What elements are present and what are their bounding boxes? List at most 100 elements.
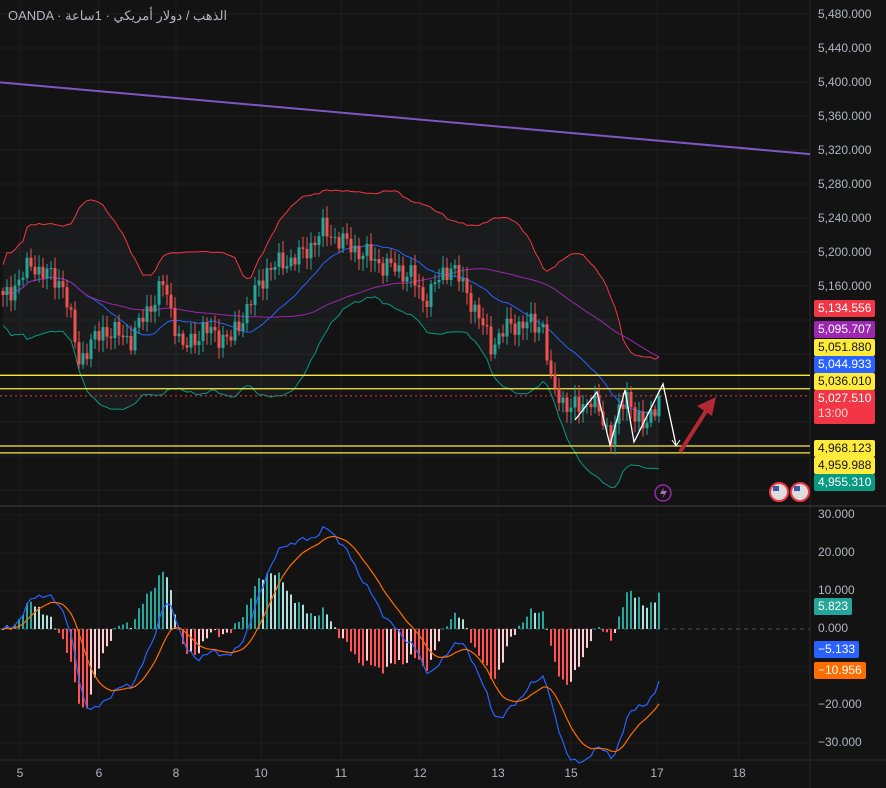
candle-body — [325, 217, 329, 237]
candle-body — [509, 318, 513, 324]
histogram-bar — [262, 579, 264, 629]
price-axis-label: 5,320.000 — [818, 143, 872, 157]
histogram-bar — [202, 629, 204, 642]
time-axis-label: 5 — [16, 766, 24, 780]
chart-title: OANDA · الذهب / دولار أمريكي · 1ساعة — [8, 8, 228, 23]
candle-body — [529, 313, 533, 323]
histogram-bar — [538, 612, 540, 629]
signal-line — [2, 535, 660, 753]
histogram-bar — [558, 629, 560, 677]
histogram-bar — [338, 629, 340, 639]
candle-body — [453, 264, 457, 269]
candle-body — [209, 326, 213, 334]
histogram-bar — [602, 629, 604, 632]
flag-canton — [794, 486, 800, 491]
candle-body — [297, 247, 301, 265]
histogram-bar — [174, 614, 176, 629]
candle-body — [333, 237, 337, 239]
candle-body — [237, 321, 241, 331]
histogram-bar — [26, 603, 28, 629]
candle-body — [173, 308, 177, 337]
candle-body — [337, 237, 341, 249]
down-arrow-icon — [671, 439, 681, 447]
candle-body — [473, 304, 477, 312]
candle-body — [561, 397, 565, 403]
time-axis-label: 18 — [732, 766, 746, 780]
candle-body — [293, 257, 297, 265]
candle-body — [249, 304, 253, 306]
candle-body — [169, 294, 173, 309]
candle-body — [193, 333, 197, 346]
candle-body — [357, 245, 361, 260]
histogram-bar — [206, 629, 208, 639]
macd-line — [2, 525, 660, 764]
histogram-bar — [106, 629, 108, 647]
histogram-bar — [542, 611, 544, 629]
histogram-bar — [278, 572, 280, 629]
histogram-bar — [450, 619, 452, 629]
histogram-bar — [526, 616, 528, 629]
histogram-bar — [594, 628, 596, 630]
candle-body — [477, 304, 481, 319]
time-axis-label: 11 — [334, 766, 348, 780]
candle-body — [225, 334, 229, 337]
histogram-bar — [54, 628, 56, 630]
candle-body — [641, 411, 645, 429]
histogram-bar — [494, 629, 496, 679]
lightning-glyph — [660, 487, 667, 499]
price-label: 5,036.010 — [814, 373, 876, 390]
candle-body — [433, 282, 437, 284]
candle-body — [469, 293, 473, 312]
macd-value-label: −5.133 — [814, 641, 860, 658]
histogram-bar — [10, 629, 12, 630]
candle-body — [217, 330, 221, 348]
candle-body — [381, 263, 385, 276]
histogram-bar — [414, 629, 416, 659]
candle-body — [441, 267, 445, 280]
histogram-bar — [294, 603, 296, 629]
histogram-bar — [442, 628, 444, 630]
flag-canton — [773, 486, 779, 491]
candle-body — [545, 324, 549, 361]
candle-body — [197, 341, 201, 346]
histogram-bar — [510, 629, 512, 637]
histogram-bar — [626, 592, 628, 629]
up-arrow-shaft — [678, 406, 710, 454]
histogram-bar — [470, 629, 472, 643]
histogram-bar — [630, 590, 632, 629]
us-flag-icon — [790, 482, 810, 502]
price-axis-label: 5,480.000 — [818, 7, 872, 21]
candle-body — [525, 322, 529, 329]
histogram-bar — [22, 615, 24, 629]
candle-body — [273, 266, 277, 270]
candle-body — [341, 233, 345, 249]
histogram-bar — [518, 625, 520, 629]
candle-body — [245, 304, 249, 324]
macd-axis-label: 30.000 — [818, 507, 855, 521]
candle-body — [577, 396, 581, 412]
time-axis-label: 15 — [564, 766, 578, 780]
candle-body — [17, 279, 21, 286]
candle-body — [553, 374, 557, 389]
histogram-bar — [2, 629, 4, 630]
candle-body — [397, 265, 401, 272]
histogram-bar — [430, 629, 432, 660]
candle-body — [461, 278, 465, 282]
histogram-bar — [110, 629, 112, 641]
candle-body — [501, 333, 505, 337]
histogram-bar — [522, 622, 524, 629]
candle-body — [81, 353, 85, 365]
histogram-bar — [366, 629, 368, 661]
candle-body — [289, 257, 293, 267]
histogram-bar — [42, 614, 44, 629]
histogram-bar — [62, 629, 64, 640]
candle-body — [349, 238, 353, 253]
time-axis-label: 6 — [95, 766, 103, 780]
histogram-bar — [230, 629, 232, 634]
candle-body — [385, 258, 389, 276]
histogram-bar — [122, 624, 124, 629]
candle-body — [233, 321, 237, 341]
candle-body — [149, 306, 153, 312]
histogram-bar — [94, 629, 96, 678]
